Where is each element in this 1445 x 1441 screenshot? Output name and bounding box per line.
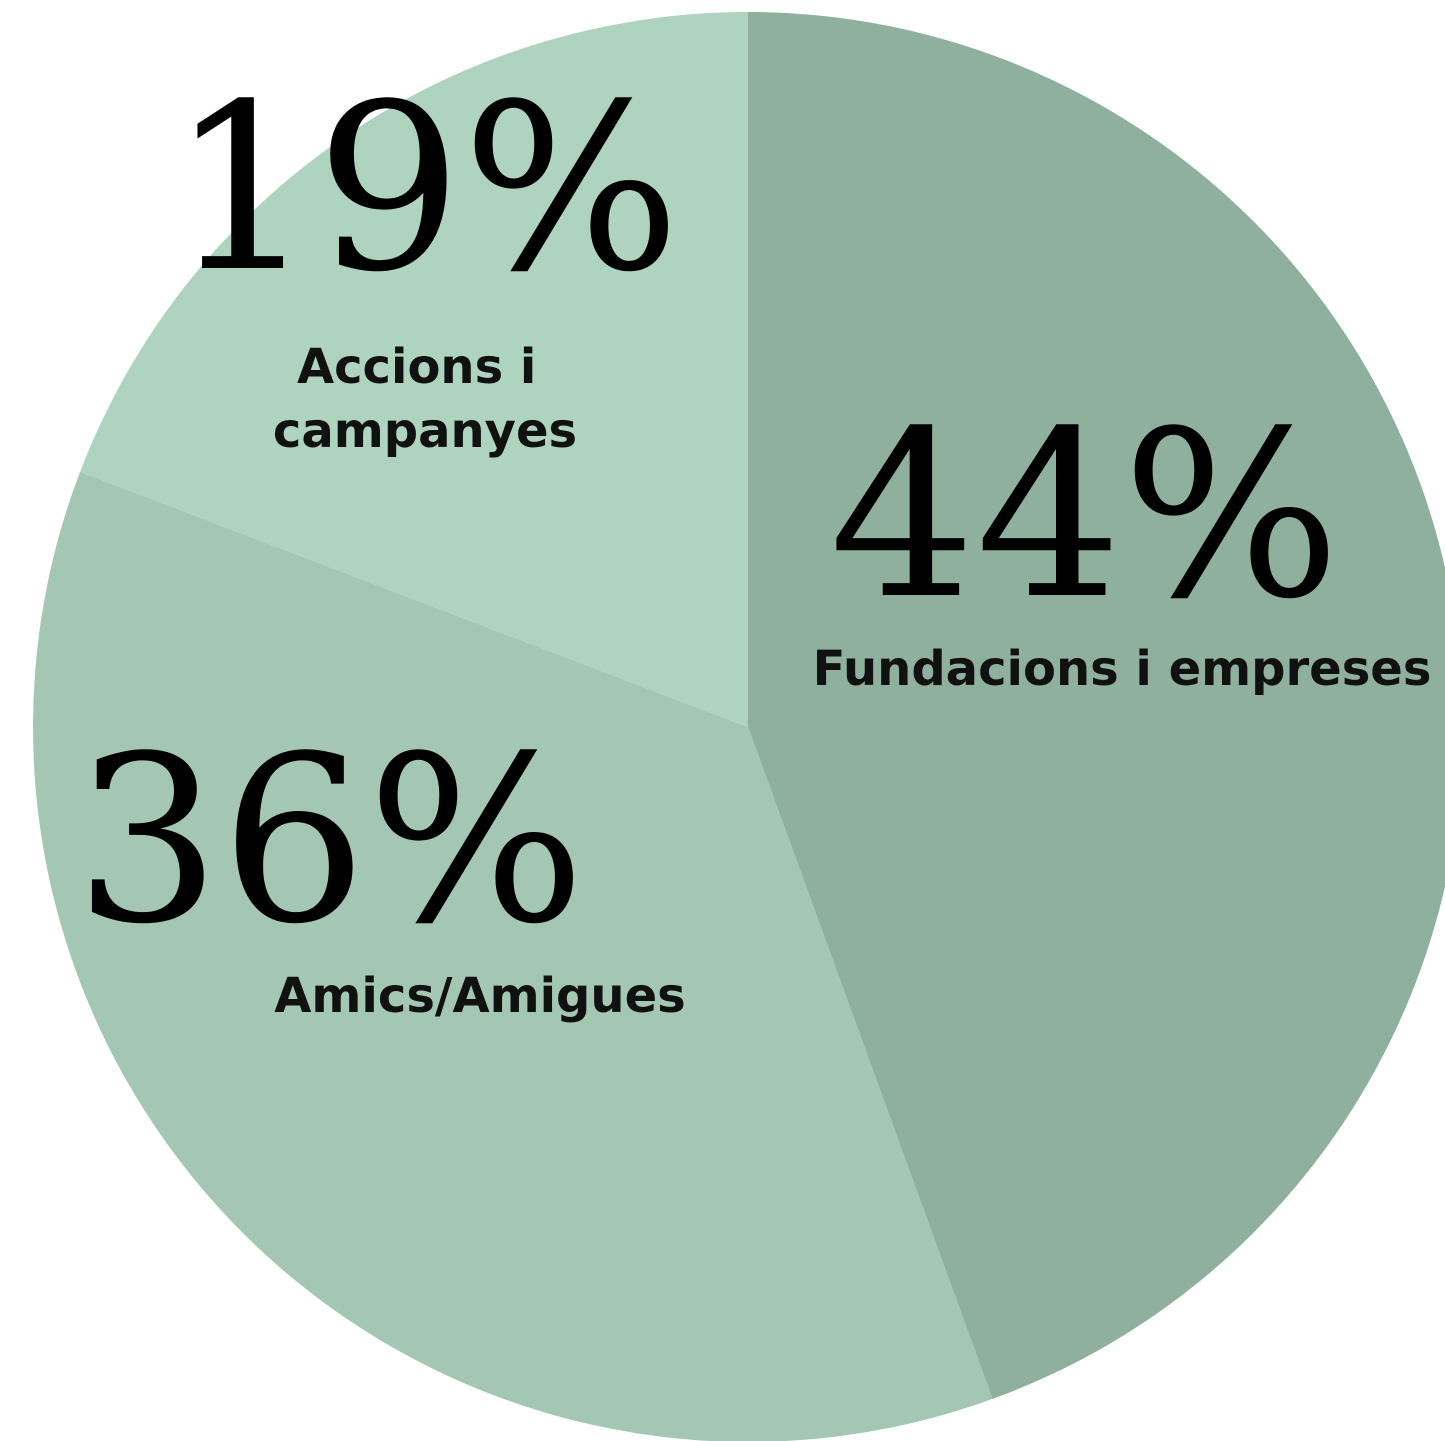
value-label: 19%	[169, 56, 680, 323]
value-label: 36%	[74, 708, 585, 975]
category-label: Fundacions i empreses	[813, 641, 1432, 697]
pie-slice	[80, 12, 748, 727]
value-label: 44%	[829, 383, 1340, 650]
category-label: Accions i campanyes	[273, 339, 577, 459]
pie-slice	[748, 12, 1445, 1399]
pie-slice	[33, 471, 993, 1441]
category-label: Amics/Amigues	[274, 968, 685, 1024]
label-line: Accions i	[297, 339, 553, 395]
label-line: campanyes	[273, 403, 577, 459]
